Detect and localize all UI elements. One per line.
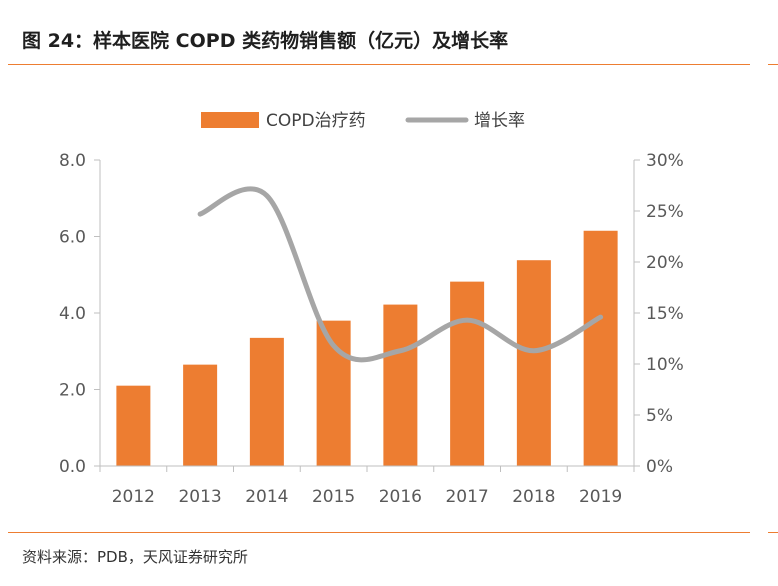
x-tick-label: 2018 [512, 487, 555, 507]
bar-2016 [383, 304, 418, 466]
legend-line-label: 增长率 [474, 111, 525, 131]
bar-2017 [450, 281, 485, 466]
right-tick-label: 15% [646, 304, 684, 324]
bar-2012 [116, 385, 151, 466]
left-tick-label: 8.0 [59, 151, 86, 171]
right-tick-label: 30% [646, 151, 684, 171]
x-tick-label: 2014 [245, 487, 288, 507]
x-tick-label: 2016 [379, 487, 422, 507]
legend-bar-label: COPD治疗药 [266, 111, 366, 131]
chart-title: 图 24：样本医院 COPD 类药物销售额（亿元）及增长率 [22, 30, 509, 52]
right-tick-label: 10% [646, 355, 684, 375]
x-tick-label: 2017 [445, 487, 488, 507]
x-tick-label: 2015 [312, 487, 355, 507]
footer-divider-stub [768, 532, 778, 533]
right-tick-label: 0% [646, 457, 673, 477]
bar-2018 [516, 260, 551, 466]
left-tick-label: 0.0 [59, 457, 86, 477]
x-tick-label: 2013 [178, 487, 221, 507]
legend: COPD治疗药 增长率 [201, 111, 525, 131]
right-tick-label: 25% [646, 202, 684, 222]
right-tick-label: 5% [646, 406, 673, 426]
left-tick-label: 2.0 [59, 381, 86, 401]
bar-2014 [249, 337, 284, 466]
right-tick-label: 20% [646, 253, 684, 273]
left-tick-label: 6.0 [59, 228, 86, 248]
bar-2019 [583, 230, 618, 466]
x-tick-label: 2012 [112, 487, 155, 507]
title-divider [8, 64, 750, 65]
source-note: 资料来源：PDB，天风证券研究所 [22, 548, 248, 566]
left-tick-label: 4.0 [59, 304, 86, 324]
axes: 0.0 2.0 4.0 6.0 8.0 0% 5% 10% 15% 20% 25% 30% 2012 20… [59, 151, 684, 507]
legend-bar-swatch [201, 112, 259, 128]
title-divider-stub [768, 64, 778, 65]
line-series [197, 186, 604, 363]
bar-2013 [183, 364, 218, 466]
x-tick-label: 2019 [579, 487, 622, 507]
footer-divider [8, 532, 750, 533]
